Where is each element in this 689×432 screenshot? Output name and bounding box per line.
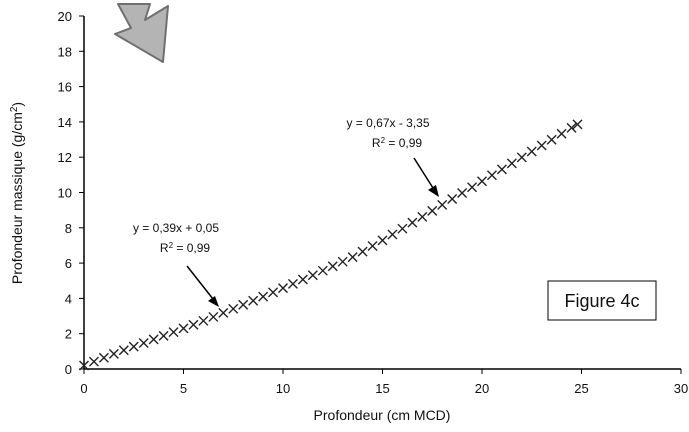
data-point (208, 311, 219, 322)
data-point (138, 338, 149, 349)
data-point (546, 134, 557, 145)
y-tick-label: 8 (65, 221, 72, 236)
y-tick-label: 18 (58, 44, 72, 59)
x-ticks: 0 5 10 15 20 25 30 (80, 369, 688, 396)
data-point (307, 270, 318, 281)
data-point (397, 223, 408, 234)
y-tick-label: 4 (65, 291, 72, 306)
data-point (158, 330, 169, 341)
x-axis-label: Profondeur (cm MCD) (314, 407, 451, 423)
data-point (98, 352, 109, 363)
data-point (437, 199, 448, 210)
data-point (327, 261, 338, 272)
data-point (88, 356, 99, 367)
x-tick-label: 0 (80, 381, 87, 396)
data-series (79, 119, 583, 371)
data-point (337, 256, 348, 267)
data-point (536, 140, 547, 151)
data-point (118, 345, 129, 356)
data-point (347, 252, 358, 263)
data-point (238, 299, 249, 310)
y-axis-label: Profondeur massique (g/cm2) (9, 102, 25, 284)
y-ticks: 0 2 4 6 8 10 12 14 16 18 20 (58, 9, 84, 377)
data-point (417, 211, 428, 222)
regression-equation-1: y = 0,39x + 0,05 (133, 221, 219, 235)
data-point (387, 229, 398, 240)
decorative-arrow-icon (114, 3, 169, 63)
r-squared-1: R2 = 0,99 (160, 241, 210, 255)
data-point (506, 158, 517, 169)
r-squared-2: R2 = 0,99 (372, 136, 422, 150)
data-point (297, 274, 308, 285)
data-point (357, 246, 368, 257)
data-point (407, 217, 418, 228)
data-point (108, 348, 119, 359)
data-point (248, 295, 259, 306)
y-tick-label: 14 (58, 115, 72, 130)
data-point (427, 205, 438, 216)
data-point (148, 334, 159, 345)
data-point (516, 152, 527, 163)
data-point (178, 323, 189, 334)
x-tick-label: 10 (276, 381, 290, 396)
data-point (268, 287, 279, 298)
x-tick-label: 30 (674, 381, 688, 396)
data-point (572, 119, 583, 130)
data-point (287, 278, 298, 289)
data-point (457, 188, 468, 199)
x-tick-label: 15 (375, 381, 389, 396)
y-tick-label: 0 (65, 362, 72, 377)
data-point (168, 327, 179, 338)
y-tick-label: 12 (58, 150, 72, 165)
x-tick-label: 25 (574, 381, 588, 396)
data-point (278, 283, 288, 294)
annotation-arrow-2 (413, 157, 439, 197)
data-point (477, 176, 487, 187)
data-point (367, 240, 378, 251)
data-point (128, 341, 139, 352)
x-tick-label: 20 (475, 381, 489, 396)
y-tick-label: 10 (58, 186, 72, 201)
data-point (188, 319, 199, 330)
annotation-arrow-1 (186, 265, 219, 307)
y-tick-label: 16 (58, 80, 72, 95)
y-tick-label: 6 (65, 256, 72, 271)
data-point (556, 128, 567, 139)
data-point (198, 315, 209, 326)
data-point (258, 291, 269, 302)
data-point (218, 307, 229, 318)
data-point (377, 235, 388, 246)
figure-label: Figure 4c (564, 291, 639, 311)
data-point (467, 182, 478, 193)
data-point (79, 360, 89, 371)
figure-label-box (547, 280, 657, 321)
data-point (447, 194, 458, 205)
data-point (228, 303, 239, 314)
regression-equation-2: y = 0,67x - 3,35 (346, 116, 429, 130)
data-point (317, 265, 328, 276)
x-tick-label: 5 (180, 381, 187, 396)
data-point (486, 170, 497, 181)
y-tick-label: 20 (58, 9, 72, 24)
data-point (496, 164, 507, 175)
data-point (566, 122, 577, 133)
y-tick-label: 2 (65, 327, 72, 342)
data-point (526, 146, 537, 157)
